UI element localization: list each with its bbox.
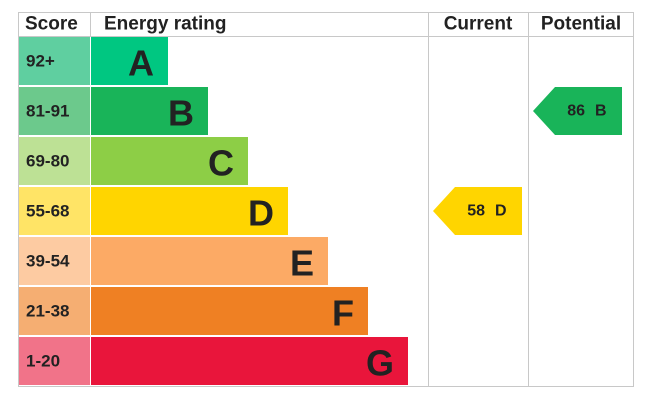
band-letter: B <box>168 93 194 134</box>
score-cell <box>19 287 90 335</box>
score-cell <box>19 337 90 385</box>
score-cell <box>19 37 90 85</box>
header-current: Current <box>444 14 513 35</box>
header-rating: Energy rating <box>104 14 226 35</box>
band-letter: E <box>290 243 314 284</box>
score-cell <box>19 237 90 285</box>
header-score: Score <box>25 14 78 35</box>
header-potential: Potential <box>541 14 621 35</box>
table-frame <box>18 12 634 387</box>
potential-letter: B <box>595 103 607 120</box>
score-label: 92+ <box>26 52 55 71</box>
rating-bar <box>91 137 248 185</box>
band-letter: G <box>366 343 394 384</box>
rating-bar <box>91 37 168 85</box>
score-cell <box>19 187 90 235</box>
score-label: 39-54 <box>26 252 70 271</box>
rating-bar <box>91 187 288 235</box>
score-label: 69-80 <box>26 152 69 171</box>
potential-value: 86 <box>567 103 585 120</box>
score-cell <box>19 87 90 135</box>
current-letter: D <box>495 203 507 220</box>
rating-bar <box>91 287 368 335</box>
rating-bar <box>91 337 408 385</box>
score-label: 21-38 <box>26 302 69 321</box>
band-letter: A <box>128 43 154 84</box>
current-value: 58 <box>467 203 485 220</box>
potential-arrow <box>533 87 622 135</box>
band-letter: D <box>248 193 274 234</box>
rating-bar <box>91 237 328 285</box>
band-letter: C <box>208 143 234 184</box>
score-label: 55-68 <box>26 202 69 221</box>
score-cell <box>19 137 90 185</box>
current-arrow <box>433 187 522 235</box>
band-letter: F <box>332 293 354 334</box>
score-label: 81-91 <box>26 102 69 121</box>
score-label: 1-20 <box>26 352 60 371</box>
rating-bar <box>91 87 208 135</box>
